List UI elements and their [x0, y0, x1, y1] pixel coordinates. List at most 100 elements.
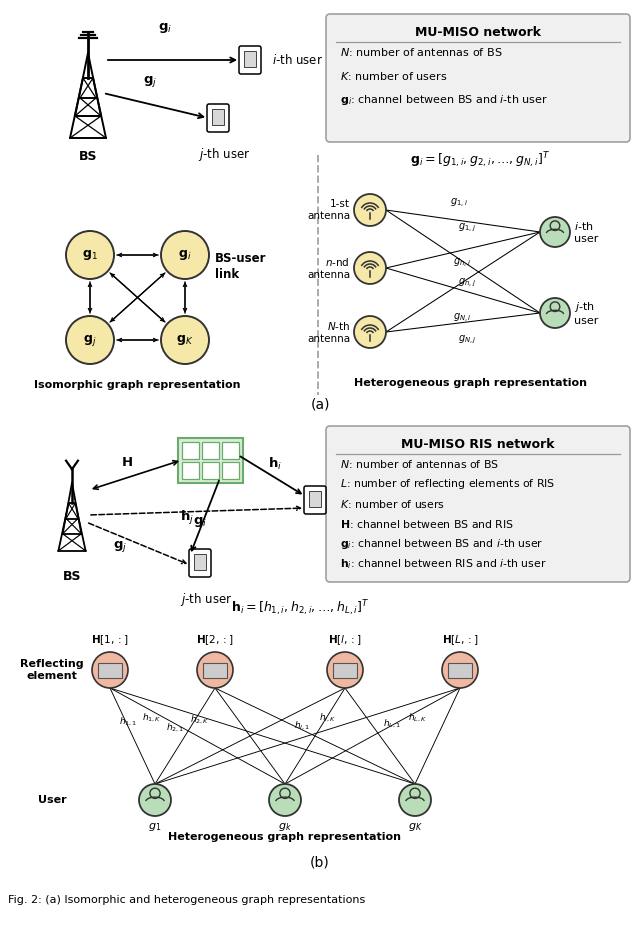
Text: BS: BS: [79, 150, 97, 163]
Text: $\mathbf{h}_i=[h_{1,i},h_{2,i},\ldots,h_{L,i}]^T$: $\mathbf{h}_i=[h_{1,i},h_{2,i},\ldots,h_…: [231, 598, 369, 618]
Text: Reflecting
element: Reflecting element: [20, 659, 84, 681]
FancyBboxPatch shape: [326, 14, 630, 142]
FancyBboxPatch shape: [221, 462, 239, 479]
FancyBboxPatch shape: [304, 486, 326, 514]
Text: $N$: number of antennas of BS: $N$: number of antennas of BS: [340, 458, 499, 470]
Text: MU-MISO RIS network: MU-MISO RIS network: [401, 437, 555, 450]
Circle shape: [442, 652, 478, 688]
Text: $\mathbf{g}_j$: $\mathbf{g}_j$: [113, 540, 127, 554]
Text: $g_{1,i}$: $g_{1,i}$: [450, 196, 468, 210]
Circle shape: [550, 221, 560, 230]
FancyBboxPatch shape: [207, 104, 229, 132]
Text: $\mathbf{H}[1,:]$: $\mathbf{H}[1,:]$: [92, 633, 129, 647]
Text: Fig. 2: (a) Isomorphic and heterogeneous graph representations: Fig. 2: (a) Isomorphic and heterogeneous…: [8, 895, 365, 905]
Circle shape: [354, 194, 386, 226]
Text: $\mathbf{h}_j$: $\mathbf{h}_j$: [180, 509, 194, 527]
Circle shape: [92, 652, 128, 688]
Text: $N$-th
antenna: $N$-th antenna: [307, 320, 350, 344]
FancyBboxPatch shape: [203, 663, 227, 678]
Text: (a): (a): [310, 398, 330, 412]
FancyBboxPatch shape: [326, 426, 630, 582]
Text: (b): (b): [310, 855, 330, 869]
Circle shape: [269, 784, 301, 816]
Circle shape: [161, 316, 209, 364]
Text: $g_1$: $g_1$: [148, 821, 162, 833]
Circle shape: [150, 788, 160, 799]
Text: Heterogeneous graph representation: Heterogeneous graph representation: [353, 378, 586, 388]
FancyBboxPatch shape: [221, 442, 239, 459]
Text: $h_{l,K}$: $h_{l,K}$: [319, 712, 337, 724]
Text: $\mathbf{g}_j$: $\mathbf{g}_j$: [83, 332, 97, 347]
Text: $N$: number of antennas of BS: $N$: number of antennas of BS: [340, 46, 502, 58]
Text: $\mathbf{g}_i$: channel between BS and $i$-th user: $\mathbf{g}_i$: channel between BS and $…: [340, 537, 543, 551]
FancyBboxPatch shape: [448, 663, 472, 678]
FancyBboxPatch shape: [202, 462, 218, 479]
Text: $\mathbf{g}_1$: $\mathbf{g}_1$: [82, 248, 98, 262]
FancyBboxPatch shape: [189, 549, 211, 577]
Circle shape: [399, 784, 431, 816]
FancyBboxPatch shape: [202, 442, 218, 459]
Circle shape: [197, 652, 233, 688]
Text: $\mathbf{H}[l,:]$: $\mathbf{H}[l,:]$: [328, 633, 362, 647]
Text: $g_{N,j}$: $g_{N,j}$: [458, 334, 477, 346]
Text: $\mathbf{g}_i=[g_{1,i},g_{2,i},\ldots,g_{N,i}]^T$: $\mathbf{g}_i=[g_{1,i},g_{2,i},\ldots,g_…: [410, 150, 550, 170]
Text: $i$-th
user: $i$-th user: [574, 220, 598, 244]
Text: $\mathbf{g}_K$: $\mathbf{g}_K$: [176, 333, 194, 347]
Text: $j$-th
user: $j$-th user: [574, 300, 598, 326]
Circle shape: [66, 316, 114, 364]
Text: $K$: number of users: $K$: number of users: [340, 498, 445, 510]
Text: $\mathbf{g}_i$: channel between BS and $i$-th user: $\mathbf{g}_i$: channel between BS and $…: [340, 93, 548, 107]
Text: $\mathbf{H}[2,:]$: $\mathbf{H}[2,:]$: [196, 633, 234, 647]
Circle shape: [540, 217, 570, 247]
FancyBboxPatch shape: [244, 51, 256, 67]
FancyBboxPatch shape: [309, 491, 321, 507]
Text: $h_{l,1}$: $h_{l,1}$: [294, 720, 310, 733]
Text: Heterogeneous graph representation: Heterogeneous graph representation: [168, 832, 401, 842]
Text: $L$: number of reflecting elements of RIS: $L$: number of reflecting elements of RI…: [340, 477, 556, 491]
Circle shape: [280, 788, 290, 799]
Circle shape: [66, 231, 114, 279]
Text: $\mathbf{h}_i$: $\mathbf{h}_i$: [268, 456, 282, 472]
FancyBboxPatch shape: [98, 663, 122, 678]
Circle shape: [327, 652, 363, 688]
FancyBboxPatch shape: [333, 663, 357, 678]
Circle shape: [354, 316, 386, 348]
Text: $g_{n,j}$: $g_{n,j}$: [458, 277, 476, 289]
Text: $h_{1,1}$: $h_{1,1}$: [119, 716, 137, 728]
FancyBboxPatch shape: [182, 462, 198, 479]
Text: $\mathbf{g}_i$: $\mathbf{g}_i$: [193, 515, 207, 529]
Text: $n$-nd
antenna: $n$-nd antenna: [307, 256, 350, 279]
Text: $g_k$: $g_k$: [278, 821, 292, 833]
Circle shape: [550, 302, 560, 312]
Text: 1-st
antenna: 1-st antenna: [307, 199, 350, 221]
Circle shape: [139, 784, 171, 816]
Text: $\mathbf{h}_i$: channel between RIS and $i$-th user: $\mathbf{h}_i$: channel between RIS and …: [340, 557, 547, 571]
Text: $\mathbf{g}_i$: $\mathbf{g}_i$: [179, 248, 192, 262]
Text: $g_{1,j}$: $g_{1,j}$: [458, 222, 476, 234]
Text: link: link: [215, 267, 239, 280]
Text: $h_{L,K}$: $h_{L,K}$: [408, 712, 428, 724]
Text: $i$-th user: $i$-th user: [337, 493, 388, 507]
FancyBboxPatch shape: [194, 554, 206, 570]
Circle shape: [410, 788, 420, 799]
Text: $h_{2,1}$: $h_{2,1}$: [166, 722, 184, 734]
Text: $j$-th user: $j$-th user: [180, 591, 232, 608]
Text: $g_{N,i}$: $g_{N,i}$: [453, 312, 472, 325]
Text: $h_{L,1}$: $h_{L,1}$: [383, 717, 401, 730]
Text: Isomorphic graph representation: Isomorphic graph representation: [34, 380, 240, 390]
Text: $g_{n,i}$: $g_{n,i}$: [453, 257, 471, 270]
Text: $\mathbf{H}[L,:]$: $\mathbf{H}[L,:]$: [442, 633, 478, 647]
Text: $\mathbf{H}$: $\mathbf{H}$: [121, 457, 133, 469]
Circle shape: [161, 231, 209, 279]
Text: User: User: [38, 795, 67, 805]
Text: BS: BS: [63, 570, 81, 583]
FancyBboxPatch shape: [212, 109, 224, 125]
Text: $j$-th user: $j$-th user: [198, 146, 250, 163]
Text: $\mathbf{g}_i$: $\mathbf{g}_i$: [158, 21, 172, 35]
FancyBboxPatch shape: [239, 46, 261, 74]
Text: $i$-th user: $i$-th user: [272, 53, 323, 67]
Text: $h_{1,K}$: $h_{1,K}$: [142, 712, 162, 724]
Text: BS-user: BS-user: [215, 251, 266, 264]
Text: $\mathbf{g}_j$: $\mathbf{g}_j$: [143, 75, 157, 90]
Circle shape: [354, 252, 386, 284]
